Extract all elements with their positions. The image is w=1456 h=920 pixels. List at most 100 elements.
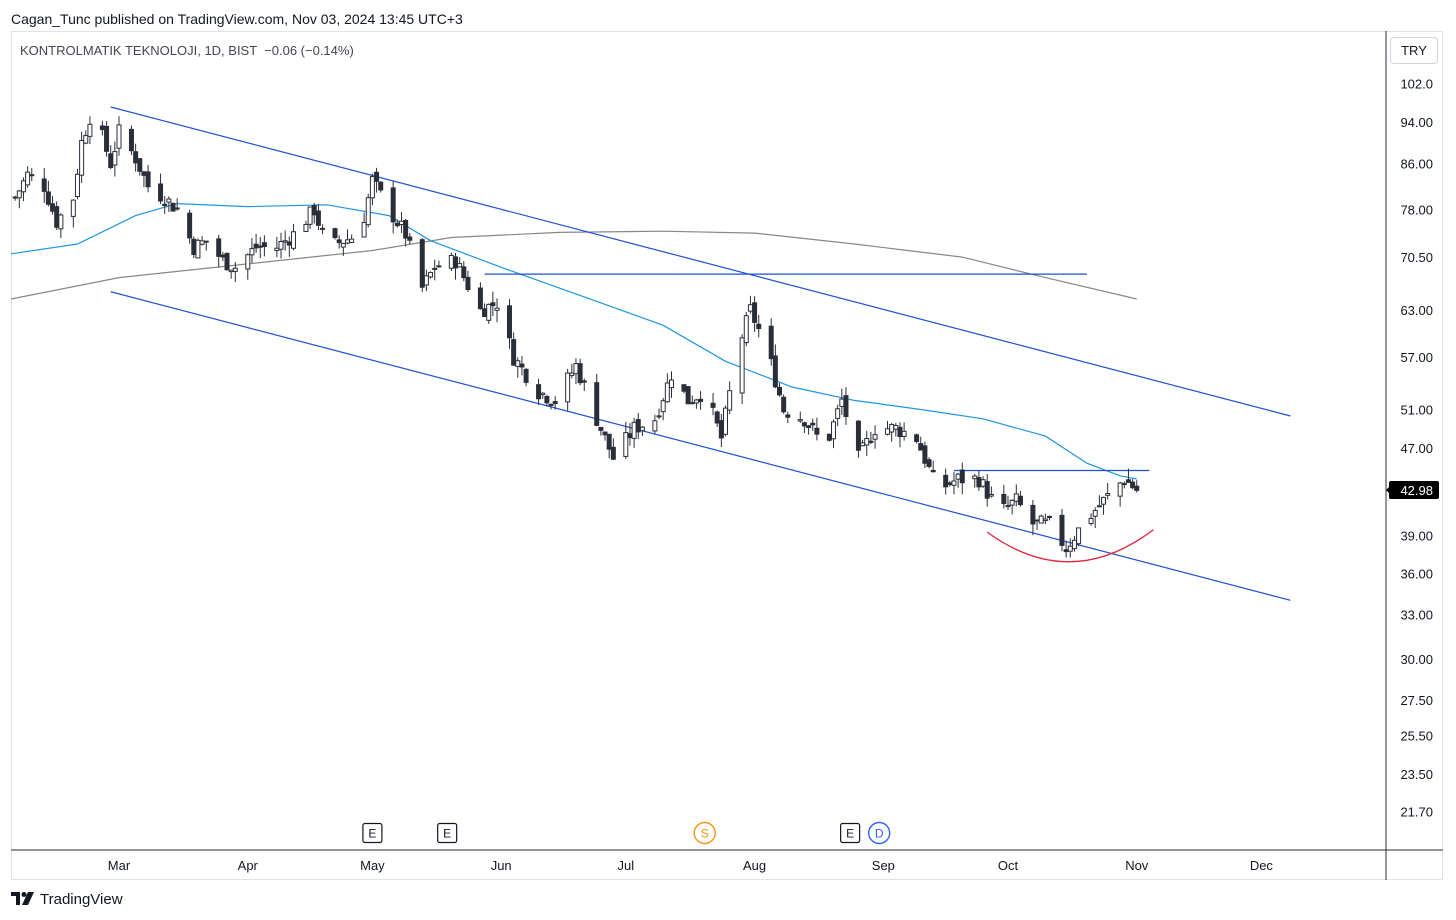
candle — [166, 196, 172, 212]
candle — [203, 240, 209, 251]
candle-body — [714, 411, 720, 424]
candle-body — [108, 153, 114, 169]
candle — [972, 473, 978, 488]
event-marker-E[interactable]: E — [437, 822, 458, 844]
time-tick-label: Dec — [1250, 858, 1274, 873]
candle — [494, 298, 500, 323]
candle-body — [1088, 517, 1094, 525]
candle — [743, 311, 749, 347]
candle — [282, 230, 288, 251]
candle — [349, 234, 355, 243]
footer-branding[interactable]: TradingView — [11, 889, 123, 909]
candle-body — [930, 469, 936, 473]
candle — [1121, 481, 1127, 489]
candle — [70, 199, 76, 228]
candle-body — [519, 363, 525, 368]
candle — [573, 358, 579, 384]
candle-body — [693, 399, 699, 404]
candle-body — [465, 276, 471, 291]
candle — [419, 238, 425, 292]
candle — [631, 417, 637, 448]
candle-body — [810, 422, 816, 426]
candle-body — [1042, 518, 1048, 522]
price-tick-label: 78.00 — [1400, 203, 1433, 218]
candle-body — [797, 419, 803, 422]
event-marker-label: E — [368, 827, 376, 841]
candle-body — [785, 414, 791, 418]
candle-body — [976, 477, 982, 488]
candle-body — [99, 125, 105, 131]
candle — [955, 472, 961, 488]
candle-body — [926, 459, 932, 468]
candle — [216, 234, 222, 268]
candle-body — [756, 323, 762, 330]
candle-body — [374, 171, 380, 182]
candle — [191, 236, 197, 258]
candle — [486, 303, 492, 324]
candle-body — [369, 176, 375, 199]
candle — [1105, 482, 1111, 500]
symbol-legend[interactable]: KONTROLMATIK TEKNOLOJI, 1D, BIST −0.06 (… — [20, 43, 354, 58]
ma-fast-line — [10, 202, 1137, 480]
price-tick-label: 51.00 — [1400, 403, 1433, 418]
candle-body — [843, 395, 849, 418]
currency-selector[interactable]: TRY — [1390, 37, 1438, 64]
event-marker-E[interactable]: E — [840, 822, 861, 844]
event-marker-E[interactable]: E — [362, 822, 383, 844]
candle — [610, 438, 616, 461]
event-marker-D[interactable]: D — [868, 821, 891, 845]
candle — [307, 206, 313, 229]
candle-body — [777, 386, 783, 396]
candle — [506, 299, 512, 349]
candle — [378, 181, 384, 193]
candle — [398, 212, 404, 233]
candle-body — [1121, 483, 1127, 486]
candle-body — [486, 303, 492, 321]
candle-body — [54, 206, 60, 228]
price-tick-label: 30.00 — [1400, 652, 1433, 667]
candle — [536, 378, 542, 406]
candle — [257, 236, 263, 259]
chart-frame[interactable] — [11, 31, 1443, 880]
candle — [922, 441, 928, 469]
footer-brand-text: TradingView — [40, 890, 123, 908]
candle — [1125, 468, 1131, 483]
candle — [864, 430, 870, 456]
candle-body — [1134, 485, 1140, 491]
candle-body — [594, 382, 600, 426]
candle-body — [332, 228, 338, 239]
candle — [1096, 495, 1102, 508]
candle-body — [187, 212, 193, 239]
candle — [868, 431, 874, 445]
candle-body — [947, 482, 953, 485]
candle-body — [577, 363, 583, 384]
candle — [25, 166, 31, 188]
candle-body — [1013, 493, 1019, 502]
candle — [457, 257, 463, 268]
candle — [569, 363, 575, 379]
candle — [261, 235, 267, 257]
candle — [839, 388, 845, 415]
candle — [519, 356, 525, 376]
candle-body — [141, 171, 147, 176]
candle-body — [137, 158, 143, 172]
candle — [801, 421, 807, 433]
candle-body — [801, 422, 807, 427]
candle — [781, 394, 787, 414]
event-marker-S[interactable]: S — [693, 821, 716, 845]
candle — [756, 314, 762, 338]
candle — [523, 367, 529, 387]
candle — [772, 344, 778, 389]
candle-body — [170, 202, 176, 212]
candle — [1063, 540, 1069, 558]
candle — [320, 224, 326, 235]
candle-body — [253, 243, 259, 249]
time-tick-label: Jul — [617, 858, 634, 873]
candle-body — [598, 426, 604, 431]
candle — [448, 252, 454, 272]
candle — [897, 422, 903, 448]
candle — [332, 227, 338, 240]
candle — [1042, 513, 1048, 525]
candle-body — [1005, 504, 1011, 508]
